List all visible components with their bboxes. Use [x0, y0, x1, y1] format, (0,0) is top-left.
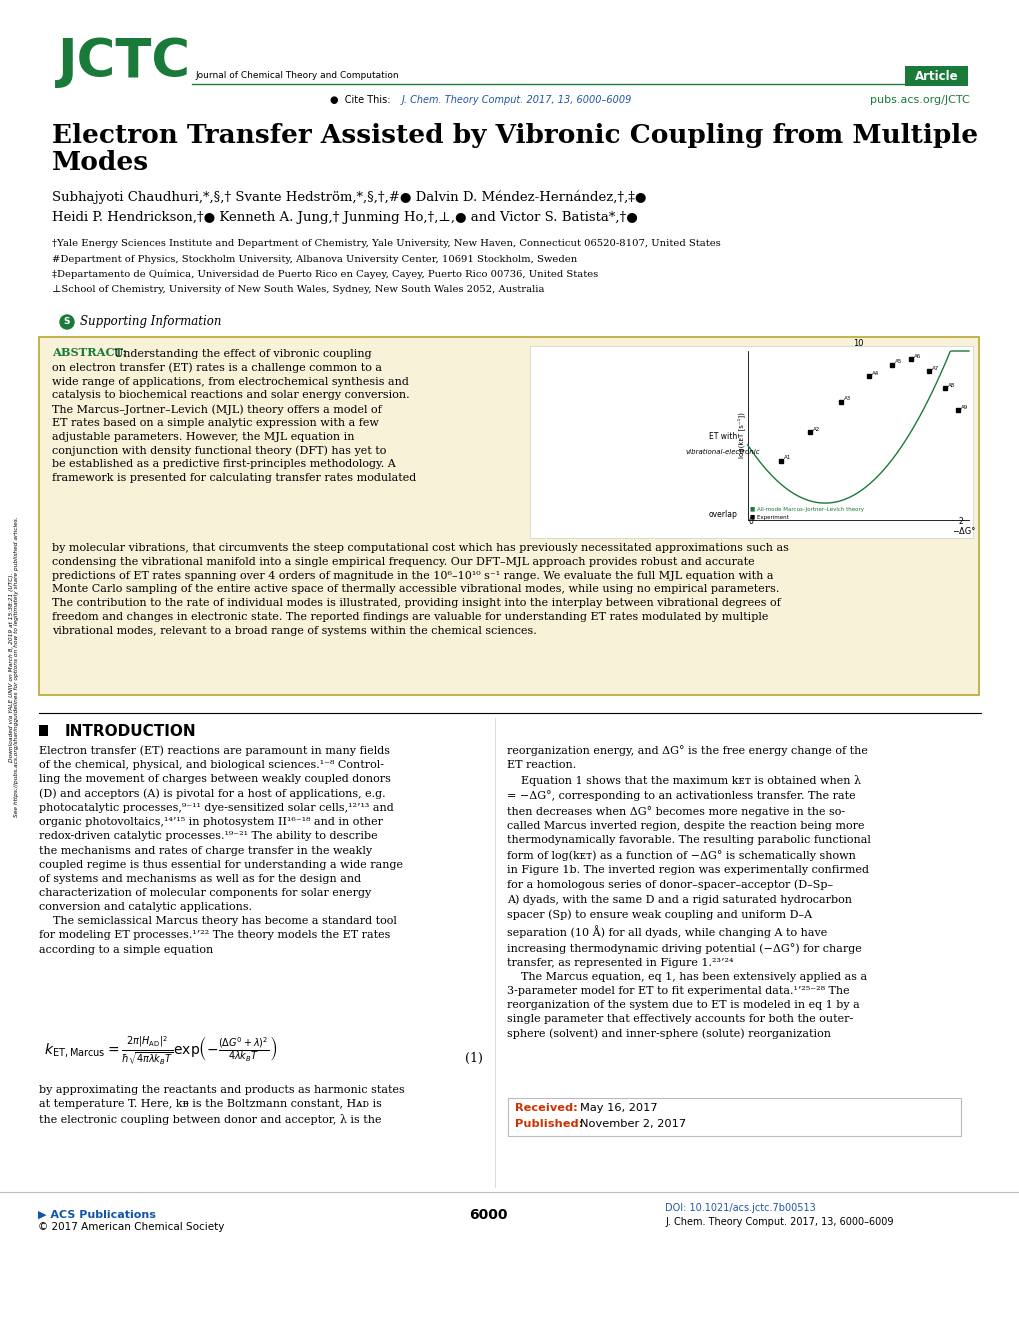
Text: 2: 2 [958, 518, 962, 527]
Text: Electron Transfer Assisted by Vibronic Coupling from Multiple: Electron Transfer Assisted by Vibronic C… [52, 123, 977, 148]
Text: Electron transfer (ET) reactions are paramount in many fields
of the chemical, p: Electron transfer (ET) reactions are par… [39, 744, 403, 955]
Text: adjustable parameters. However, the MJL equation in: adjustable parameters. However, the MJL … [52, 432, 355, 442]
Text: Modes: Modes [52, 149, 149, 175]
Text: †Yale Energy Sciences Institute and Department of Chemistry, Yale University, Ne: †Yale Energy Sciences Institute and Depa… [52, 240, 720, 248]
Text: INTRODUCTION: INTRODUCTION [65, 723, 197, 739]
Text: November 2, 2017: November 2, 2017 [580, 1119, 686, 1129]
Text: ●  Cite This:: ● Cite This: [330, 95, 390, 105]
Text: JCTC: JCTC [58, 36, 191, 88]
Text: Supporting Information: Supporting Information [79, 316, 221, 328]
Text: vibrational-electronic: vibrational-electronic [685, 448, 759, 455]
Text: A2: A2 [812, 427, 819, 432]
Text: A7: A7 [931, 366, 938, 371]
Text: Heidi P. Hendrickson,†● Kenneth A. Jung,† Junming Ho,†,⊥,● and Victor S. Batista: Heidi P. Hendrickson,†● Kenneth A. Jung,… [52, 211, 637, 224]
Text: Downloaded via YALE UNIV on March 8, 2019 at 15:38:21 (UTC).
See https://pubs.ac: Downloaded via YALE UNIV on March 8, 201… [8, 516, 19, 818]
Text: Understanding the effect of vibronic coupling: Understanding the effect of vibronic cou… [114, 350, 371, 359]
Text: 6000: 6000 [469, 1209, 506, 1222]
Text: May 16, 2017: May 16, 2017 [580, 1103, 657, 1113]
Text: ET rates based on a simple analytic expression with a few: ET rates based on a simple analytic expr… [52, 418, 378, 428]
Text: $k_{\rm ET,Marcus} = \frac{2\pi|H_{\rm AD}|^2}{\hbar\sqrt{4\pi\lambda k_B T}}\ex: $k_{\rm ET,Marcus} = \frac{2\pi|H_{\rm A… [44, 1034, 277, 1066]
Text: log(kᴇT [s⁻¹]): log(kᴇT [s⁻¹]) [736, 412, 744, 459]
Text: J. Chem. Theory Comput. 2017, 13, 6000–6009: J. Chem. Theory Comput. 2017, 13, 6000–6… [664, 1217, 893, 1227]
Text: ■ Experiment: ■ Experiment [749, 515, 788, 519]
Text: 0: 0 [748, 518, 752, 527]
Text: catalysis to biochemical reactions and solar energy conversion.: catalysis to biochemical reactions and s… [52, 391, 410, 400]
Text: © 2017 American Chemical Society: © 2017 American Chemical Society [38, 1222, 224, 1233]
Circle shape [60, 315, 74, 329]
Text: A8: A8 [947, 383, 954, 388]
Text: pubs.acs.org/JCTC: pubs.acs.org/JCTC [869, 95, 969, 105]
Text: A6: A6 [914, 354, 921, 359]
Text: A4: A4 [871, 371, 878, 376]
Text: ‡Departamento de Química, Universidad de Puerto Rico en Cayey, Cayey, Puerto Ric: ‡Departamento de Química, Universidad de… [52, 269, 598, 279]
Bar [530, 346, 972, 538]
Text: freedom and changes in electronic state. The reported findings are valuable for : freedom and changes in electronic state.… [52, 612, 767, 622]
Text: ■ All-mode Marcus–Jortner–Levich theory: ■ All-mode Marcus–Jortner–Levich theory [749, 507, 863, 512]
Text: ET with: ET with [708, 432, 736, 440]
Text: ABSTRACT:: ABSTRACT: [52, 347, 126, 358]
Text: Received:: Received: [515, 1103, 577, 1113]
Text: reorganization energy, and ΔG° is the free energy change of the
ET reaction.
   : reorganization energy, and ΔG° is the fr… [506, 744, 870, 1039]
Text: The contribution to the rate of individual modes is illustrated, providing insig: The contribution to the rate of individu… [52, 598, 780, 608]
Text: J. Chem. Theory Comput. 2017, 13, 6000–6009: J. Chem. Theory Comput. 2017, 13, 6000–6… [401, 95, 632, 105]
Text: Monte Carlo sampling of the entire active space of thermally accessible vibratio: Monte Carlo sampling of the entire activ… [52, 584, 779, 595]
Text: Subhajyoti Chaudhuri,*,§,† Svante Hedström,*,§,†,#● Dalvin D. Méndez-Hernández,†: Subhajyoti Chaudhuri,*,§,† Svante Hedstr… [52, 191, 646, 204]
Text: ⊥School of Chemistry, University of New South Wales, Sydney, New South Wales 205: ⊥School of Chemistry, University of New … [52, 284, 544, 293]
Text: (1): (1) [465, 1051, 482, 1065]
Text: S: S [63, 317, 70, 327]
Bar [507, 1098, 960, 1137]
Text: 10: 10 [852, 339, 863, 348]
Text: A9: A9 [960, 404, 967, 410]
Text: The Marcus–Jortner–Levich (MJL) theory offers a model of: The Marcus–Jortner–Levich (MJL) theory o… [52, 404, 381, 415]
Bar [904, 65, 967, 85]
Text: −ΔG°: −ΔG° [952, 527, 975, 536]
Text: on electron transfer (ET) rates is a challenge common to a: on electron transfer (ET) rates is a cha… [52, 363, 382, 374]
Text: wide range of applications, from electrochemical synthesis and: wide range of applications, from electro… [52, 376, 409, 387]
Text: ▶ ACS Publications: ▶ ACS Publications [38, 1210, 156, 1221]
Text: conjunction with density functional theory (DFT) has yet to: conjunction with density functional theo… [52, 446, 386, 456]
Text: vibrational modes, relevant to a broad range of systems within the chemical scie: vibrational modes, relevant to a broad r… [52, 626, 536, 636]
Text: predictions of ET rates spanning over 4 orders of magnitude in the 10⁶–10¹⁰ s⁻¹ : predictions of ET rates spanning over 4 … [52, 571, 772, 580]
Bar [39, 724, 48, 736]
Text: Journal of Chemical Theory and Computation: Journal of Chemical Theory and Computati… [195, 71, 398, 80]
Text: by approximating the reactants and products as harmonic states
at temperature T.: by approximating the reactants and produ… [39, 1085, 405, 1125]
Text: overlap: overlap [707, 511, 737, 519]
Text: framework is presented for calculating transfer rates modulated: framework is presented for calculating t… [52, 474, 416, 483]
Text: condensing the vibrational manifold into a single empirical frequency. Our DFT–M: condensing the vibrational manifold into… [52, 556, 754, 567]
Text: A3: A3 [843, 396, 850, 402]
Text: DOI: 10.1021/acs.jctc.7b00513: DOI: 10.1021/acs.jctc.7b00513 [664, 1203, 815, 1213]
Text: A1: A1 [783, 455, 791, 460]
Text: A5: A5 [894, 359, 901, 364]
Text: be established as a predictive first-principles methodology. A: be established as a predictive first-pri… [52, 459, 395, 470]
Text: Article: Article [914, 69, 958, 83]
Text: #Department of Physics, Stockholm University, Albanova University Center, 10691 : #Department of Physics, Stockholm Univer… [52, 255, 577, 264]
Text: by molecular vibrations, that circumvents the steep computational cost which has: by molecular vibrations, that circumvent… [52, 543, 788, 554]
Text: Published:: Published: [515, 1119, 583, 1129]
Bar [39, 338, 978, 695]
